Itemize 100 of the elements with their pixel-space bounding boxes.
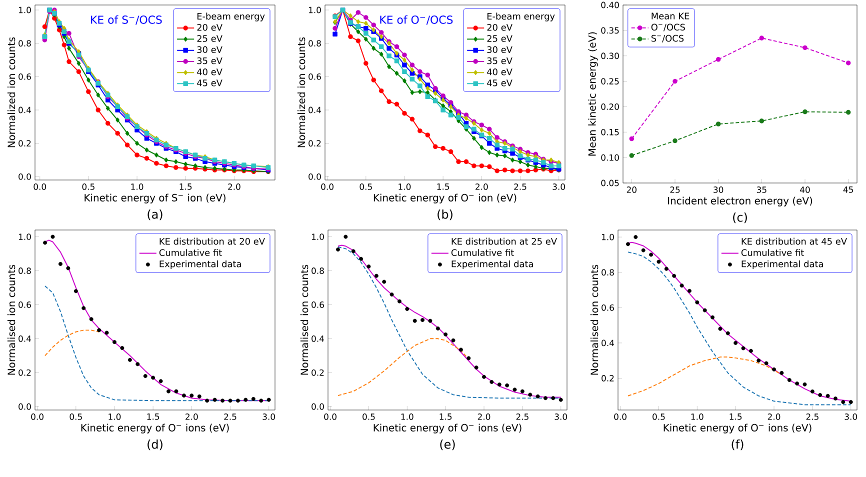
- x-tick-label: 35: [756, 186, 766, 193]
- y-tick-label: 0.8: [312, 268, 324, 274]
- x-tick-label: 1.5: [147, 414, 160, 420]
- legend-label: Experimental data: [742, 260, 823, 270]
- y-tick-label: 0.2: [308, 140, 321, 147]
- legend-label: 40 eV: [197, 68, 222, 76]
- y-tick-label: 0.6: [312, 302, 324, 308]
- y-tick-label: 0.0: [18, 173, 31, 180]
- y-axis-title: Normalised ion counts: [300, 264, 308, 375]
- x-tick-label: 3.0: [844, 414, 858, 420]
- legend-label: 35 eV: [197, 57, 222, 64]
- legend-label: Cumulative fit: [451, 249, 514, 256]
- x-tick-label: 3.0: [552, 184, 566, 190]
- x-tick-label: 0.0: [324, 414, 336, 420]
- y-tick-label: 0.4: [602, 340, 614, 346]
- x-tick-label: 2.0: [478, 414, 490, 420]
- legend-label: 40 eV: [487, 68, 512, 76]
- y-tick-label: 0.30: [601, 52, 619, 60]
- x-tick-label: 1.5: [730, 414, 742, 420]
- y-tick-label: 0.40: [601, 2, 619, 8]
- y-tick-label: 0.2: [312, 369, 324, 376]
- text: (f): [732, 440, 744, 450]
- x-tick-label: 0.5: [82, 184, 94, 190]
- y-axis-title: Normalized ion counts: [7, 37, 16, 148]
- text: KE of O$^{−}$/OCS: [380, 15, 453, 25]
- x-tick-label: 2.0: [228, 184, 240, 190]
- x-tick-label: 1.0: [131, 184, 144, 190]
- text: KE of S$^{−}$/OCS: [91, 15, 162, 25]
- y-axis-title: Normalised ion counts: [7, 264, 16, 375]
- y-tick-label: 1.0: [18, 234, 31, 240]
- legend-label: Cumulative fit: [741, 249, 804, 256]
- text: (b): [438, 210, 452, 220]
- y-tick-label: 0.10: [601, 154, 619, 161]
- y-tick-label: 0.2: [18, 369, 31, 376]
- text: (d): [148, 440, 162, 450]
- x-tick-label: 3.0: [554, 414, 568, 420]
- legend-title: KE distribution at 20 eV: [160, 238, 265, 245]
- x-tick-label: 2.5: [224, 414, 236, 420]
- x-tick-label: 0.0: [614, 414, 626, 420]
- text: (a): [148, 210, 162, 220]
- x-tick-label: 1.0: [108, 414, 121, 420]
- y-tick-label: 0.35: [601, 27, 619, 34]
- legend-label: 45 eV: [487, 80, 512, 86]
- y-tick-label: 0.25: [601, 78, 619, 84]
- x-tick-label: 20: [626, 186, 636, 193]
- legend-label: O$^{−}$/OCS: [651, 24, 685, 32]
- x-tick-label: 1.5: [437, 184, 450, 190]
- x-tick-label: 3.0: [262, 414, 275, 420]
- y-tick-label: 1.0: [602, 234, 614, 240]
- y-tick-label: 0.6: [602, 304, 614, 311]
- y-tick-label: 0.15: [601, 128, 619, 136]
- text: (e): [440, 440, 455, 450]
- x-tick-label: 1.0: [398, 184, 411, 190]
- y-tick-label: 0.6: [18, 302, 31, 308]
- legend-label: Experimental data: [452, 260, 533, 270]
- y-tick-label: 0.4: [18, 106, 31, 114]
- legend-title: KE distribution at 45 eV: [742, 238, 847, 245]
- x-axis-title: Kinetic energy of O$^{−}$ ions (eV): [664, 424, 812, 434]
- y-tick-label: 0.4: [18, 335, 31, 342]
- y-tick-label: 0.8: [18, 268, 31, 274]
- legend-label: 35 eV: [487, 57, 512, 64]
- legend-title: E-beam energy: [197, 12, 265, 22]
- x-tick-label: 0.5: [360, 184, 372, 190]
- y-tick-label: 0.0: [308, 173, 321, 180]
- x-tick-label: 2.0: [768, 414, 780, 420]
- y-axis-title: Normalised ion counts: [590, 264, 598, 375]
- legend-label: 25 eV: [487, 35, 512, 42]
- legend-label: 30 eV: [197, 46, 222, 54]
- legend-label: 20 eV: [197, 24, 222, 31]
- x-tick-label: 0.0: [31, 414, 44, 420]
- y-tick-label: 1.0: [18, 6, 31, 14]
- legend-label: 30 eV: [487, 46, 512, 54]
- text: (c): [733, 212, 747, 224]
- legend-label: Experimental data: [160, 260, 241, 270]
- y-tick-label: 0.2: [18, 140, 31, 147]
- x-tick-label: 1.5: [440, 414, 452, 420]
- legend-title: KE distribution at 25 eV: [452, 238, 557, 245]
- legend-label: 45 eV: [197, 80, 222, 86]
- y-axis-title: Normalized ion counts: [297, 37, 306, 148]
- y-tick-label: 0.2: [602, 375, 614, 382]
- x-tick-label: 0.0: [34, 184, 46, 190]
- y-tick-label: 1.0: [308, 6, 321, 14]
- legend-title: Mean KE: [652, 12, 690, 20]
- y-tick-label: 0.6: [18, 73, 31, 80]
- x-tick-label: 1.5: [180, 184, 192, 190]
- x-axis-title: Kinetic energy of O$^{−}$ ions (eV): [81, 424, 229, 434]
- x-tick-label: 2.0: [476, 184, 488, 190]
- x-tick-label: 1.0: [691, 414, 704, 420]
- x-tick-label: 25: [670, 186, 680, 193]
- legend-label: 25 eV: [197, 35, 222, 42]
- x-tick-label: 1.0: [401, 414, 414, 420]
- y-tick-label: 0.0: [18, 403, 31, 410]
- y-tick-label: 0.6: [308, 73, 321, 80]
- x-tick-label: 40: [800, 186, 810, 193]
- y-tick-label: 0.0: [312, 403, 324, 410]
- x-axis-title: Kinetic energy of S$^{−}$ ion (eV): [84, 194, 226, 204]
- x-tick-label: 0.5: [362, 414, 375, 420]
- legend-label: S$^{−}$/OCS: [651, 34, 684, 42]
- y-tick-label: 0.4: [312, 335, 324, 342]
- legend-title: E-beam energy: [487, 12, 555, 22]
